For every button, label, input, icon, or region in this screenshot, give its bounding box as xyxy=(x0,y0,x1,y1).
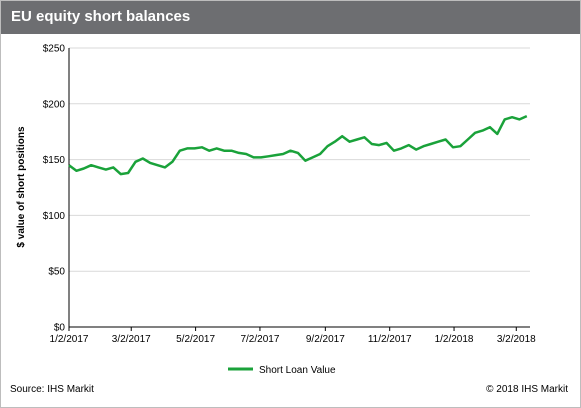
chart-title: EU equity short balances xyxy=(11,8,191,25)
y-tick-label: $200 xyxy=(43,99,66,110)
x-tick-label: 5/2/2017 xyxy=(176,334,215,345)
x-tick-label: 1/2/2017 xyxy=(50,334,89,345)
x-tick-label: 3/2/2018 xyxy=(497,334,536,345)
legend-label: Short Loan Value xyxy=(259,365,336,376)
x-tick-label: 3/2/2017 xyxy=(112,334,151,345)
y-tick-label: $100 xyxy=(43,211,66,222)
y-tick-label: $250 xyxy=(43,44,66,55)
y-tick-label: $0 xyxy=(54,323,66,334)
title-bar: EU equity short balances xyxy=(1,1,580,34)
copyright-note: © 2018 IHS Markit xyxy=(486,384,568,395)
y-tick-label: $50 xyxy=(48,267,65,278)
series-line-short-loan-value xyxy=(68,114,528,176)
y-axis-label: $ value of short positions xyxy=(16,126,27,248)
x-tick-label: 1/2/2018 xyxy=(435,334,474,345)
x-tick-label: 9/2/2017 xyxy=(306,334,345,345)
x-tick-label: 11/2/2017 xyxy=(368,334,412,345)
y-tick-label: $150 xyxy=(43,155,66,166)
x-tick-label: 7/2/2017 xyxy=(240,334,279,345)
source-note: Source: IHS Markit xyxy=(10,384,94,395)
